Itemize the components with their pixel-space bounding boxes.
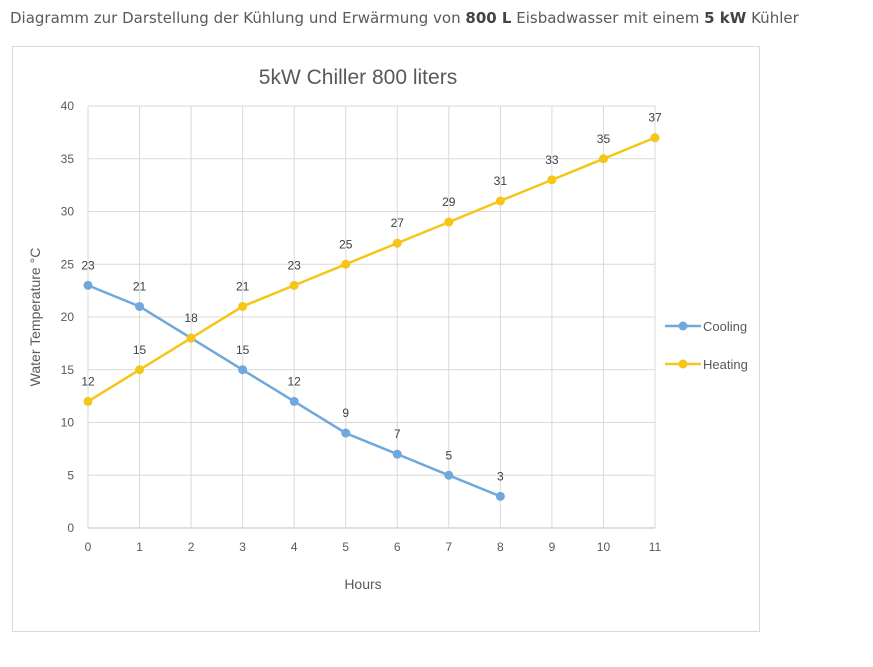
- gridlines: [87, 105, 656, 529]
- series-group: [83, 133, 660, 501]
- heating-point-0: [83, 396, 93, 406]
- cooling-data-label-3: 15: [236, 343, 250, 357]
- cooling-data-label-6: 7: [394, 427, 401, 441]
- x-tick-label-8: 8: [497, 540, 504, 554]
- y-tick-label-15: 15: [61, 363, 75, 377]
- y-tick-label-35: 35: [61, 152, 75, 166]
- data-labels: 23 21 15 12 9 7 5 3 12 15 18 21 23 25 27 29 31 33 35 37: [81, 111, 662, 484]
- x-tick-label-3: 3: [239, 540, 246, 554]
- cooling-point-7: [444, 470, 454, 480]
- cooling-point-0: [83, 280, 93, 290]
- y-tick-label-30: 30: [61, 205, 75, 219]
- legend-heating-label: Heating: [703, 357, 748, 372]
- heating-data-label-1: 15: [133, 343, 147, 357]
- legend-heating-marker: [678, 359, 688, 369]
- x-tick-label-4: 4: [291, 540, 298, 554]
- cooling-data-label-4: 12: [288, 374, 302, 388]
- y-tick-label-5: 5: [67, 468, 74, 482]
- heating-data-label-8: 31: [494, 174, 508, 188]
- y-tick-label-20: 20: [61, 310, 75, 324]
- x-tick-label-7: 7: [445, 540, 452, 554]
- heating-data-label-7: 29: [442, 195, 456, 209]
- heating-data-label-10: 35: [597, 132, 611, 146]
- caption-volume: 800 L: [465, 9, 512, 27]
- figure-caption: Diagramm zur Darstellung der Kühlung und…: [10, 9, 870, 27]
- heating-series-line: [87, 136, 656, 403]
- cooling-data-label-0: 23: [81, 258, 95, 272]
- y-tick-label-0: 0: [67, 521, 74, 535]
- x-tick-label-6: 6: [394, 540, 401, 554]
- x-tick-label-11: 11: [649, 540, 662, 554]
- x-tick-label-0: 0: [85, 540, 92, 554]
- heating-point-4: [289, 280, 299, 290]
- y-tick-label-25: 25: [61, 257, 75, 271]
- caption-text-1: Diagramm zur Darstellung der Kühlung und…: [10, 9, 466, 27]
- heating-data-label-0: 12: [81, 374, 95, 388]
- heating-data-label-3: 21: [236, 279, 250, 293]
- caption-text-2: Eisbadwasser mit einem: [511, 9, 705, 27]
- cooling-data-label-1: 21: [133, 279, 147, 293]
- legend: Cooling Heating: [665, 319, 748, 372]
- x-tick-label-5: 5: [342, 540, 349, 554]
- heating-data-label-9: 33: [545, 153, 559, 167]
- heating-data-label-2: 18: [184, 311, 198, 325]
- x-tick-label-10: 10: [597, 540, 611, 554]
- legend-cooling-label: Cooling: [703, 319, 747, 334]
- x-tick-label-9: 9: [549, 540, 556, 554]
- caption-power: 5 kW: [704, 9, 747, 27]
- heating-point-8: [495, 196, 505, 206]
- heating-data-label-11: 37: [648, 111, 662, 125]
- x-axis-label: Hours: [344, 576, 381, 592]
- y-tick-label-40: 40: [61, 99, 75, 113]
- cooling-point-3: [238, 365, 248, 375]
- heating-data-label-5: 25: [339, 237, 353, 251]
- heating-point-9: [547, 175, 557, 185]
- cooling-point-8: [495, 491, 505, 501]
- heating-point-2: [186, 333, 196, 343]
- y-tick-label-10: 10: [61, 416, 75, 430]
- line-chart: 5kW Chiller 800 liters 05101520253035400…: [27, 66, 748, 592]
- caption-text-3: Kühler: [746, 9, 799, 27]
- heating-point-3: [238, 301, 248, 311]
- chart-frame: 5kW Chiller 800 liters 0 5 10 15 20 25 30 35 40 0…: [12, 46, 760, 632]
- chart-title: 5kW Chiller 800 liters: [259, 66, 457, 89]
- heating-point-10: [598, 154, 608, 164]
- legend-cooling-marker: [678, 321, 688, 331]
- heating-data-label-4: 23: [288, 258, 302, 272]
- cooling-data-label-8: 3: [497, 469, 504, 483]
- cooling-data-label-5: 9: [342, 406, 349, 420]
- heating-point-11: [650, 133, 660, 143]
- heating-data-label-6: 27: [391, 216, 405, 230]
- heating-point-5: [341, 259, 351, 269]
- y-axis-label: Water Temperature °C: [27, 248, 43, 387]
- heating-point-6: [392, 238, 402, 248]
- cooling-data-label-7: 5: [445, 448, 452, 462]
- cooling-point-6: [392, 449, 402, 459]
- heating-point-1: [135, 365, 145, 375]
- cooling-point-1: [135, 301, 145, 311]
- cooling-point-4: [289, 396, 299, 406]
- x-tick-label-2: 2: [188, 540, 195, 554]
- heating-point-7: [444, 217, 454, 227]
- x-tick-label-1: 1: [136, 540, 143, 554]
- cooling-point-5: [341, 428, 351, 438]
